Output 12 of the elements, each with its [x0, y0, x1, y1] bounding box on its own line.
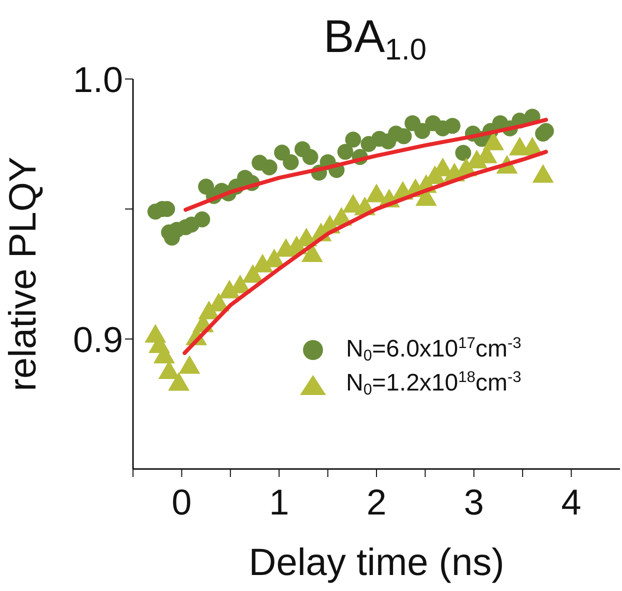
x-tick-label: 0 [172, 482, 192, 523]
legend-label: N$_{0}$=1.2x10$^{18}$cm$^{-3}$ [346, 369, 522, 400]
y-tick-label: 0.9 [72, 318, 123, 360]
x-tick-label: 1 [269, 482, 290, 523]
y-tick-label: 1.0 [72, 58, 123, 100]
chart-title: BA$_{1.0}$ [322, 9, 428, 68]
x-axis-title: Delay time (ns) [248, 542, 504, 584]
legend-label: N$_{0}$=6.0x10$^{17}$cm$^{-3}$ [346, 335, 522, 366]
x-tick-label: 3 [464, 482, 484, 523]
x-tick-label: 2 [366, 482, 387, 523]
x-tick-label: 4 [561, 482, 582, 523]
y-axis-title: relative PLQY [2, 156, 44, 392]
